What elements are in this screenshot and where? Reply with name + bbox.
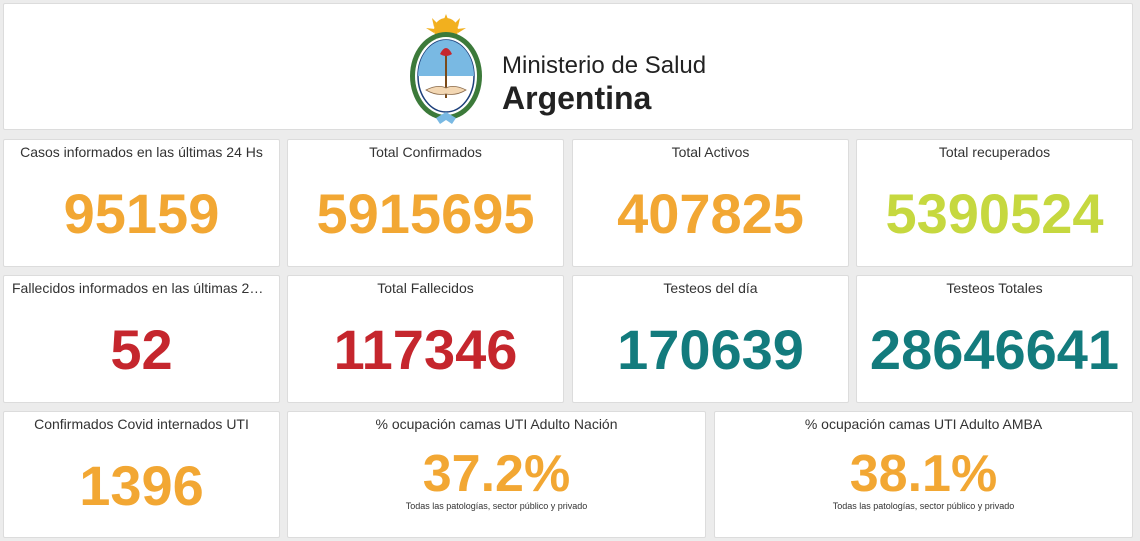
stat-value: 117346 [333,318,518,381]
stat-note: Todas las patologías, sector público y p… [405,501,588,511]
stat-label: Confirmados Covid internados UTI [34,416,249,432]
stat-card-icu-occupancy-nation: % ocupación camas UTI Adulto Nación 37.2… [287,411,706,538]
stat-card-cases-24h: Casos informados en las últimas 24 Hs 95… [3,139,280,267]
stat-value: 52 [110,318,173,381]
stat-value: 1396 [79,454,204,517]
stat-label: % ocupación camas UTI Adulto AMBA [804,416,1043,432]
stat-card-icu-covid: Confirmados Covid internados UTI 1396 [3,411,280,538]
stat-value: 95159 [63,182,220,245]
stat-label: Total Confirmados [369,144,482,160]
stat-card-total-recovered: Total recuperados 5390524 [856,139,1133,267]
stat-card-icu-occupancy-amba: % ocupación camas UTI Adulto AMBA 38.1% … [714,411,1133,538]
stat-value: 170639 [617,318,804,381]
stat-card-tests-total: Testeos Totales 28646641 [856,275,1133,403]
stat-card-deaths-24h: Fallecidos informados en las últimas 24 … [3,275,280,403]
stat-label: % ocupación camas UTI Adulto Nación [375,416,618,432]
stat-card-total-deaths: Total Fallecidos 117346 [287,275,564,403]
stat-value: 37.2% [422,445,571,503]
country-name: Argentina [502,80,652,116]
ministry-name: Ministerio de Salud [502,52,707,79]
stat-label: Total Fallecidos [377,280,474,296]
stat-label: Fallecidos informados en las últimas 24 … [12,280,271,296]
argentina-coat-of-arms-icon [410,14,482,124]
stat-label: Testeos del día [663,280,758,296]
stat-card-tests-today: Testeos del día 170639 [572,275,849,403]
header-banner: Ministerio de Salud Argentina [3,3,1133,130]
stat-value: 28646641 [869,318,1120,381]
stat-label: Total recuperados [938,144,1051,160]
stat-value: 5390524 [885,182,1104,245]
stat-value: 5915695 [316,182,535,245]
stat-value: 407825 [617,182,804,245]
stat-label: Casos informados en las últimas 24 Hs [20,144,263,160]
ministry-logo: Ministerio de Salud Argentina [408,14,708,126]
stat-note: Todas las patologías, sector público y p… [832,501,1015,511]
stat-label: Testeos Totales [946,280,1043,296]
stat-value: 38.1% [849,445,998,503]
stat-card-total-confirmed: Total Confirmados 5915695 [287,139,564,267]
stat-label: Total Activos [671,144,750,160]
stat-card-total-active: Total Activos 407825 [572,139,849,267]
